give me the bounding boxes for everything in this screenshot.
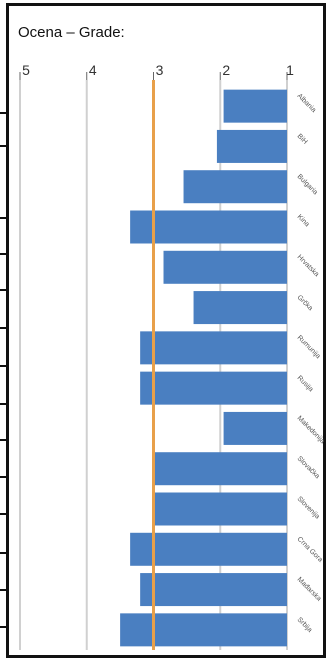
tick-labels: 5 4 3 2 1: [22, 62, 294, 78]
bar: [140, 371, 287, 405]
bar: [163, 250, 287, 284]
bar: [153, 492, 287, 526]
tick-label: 4: [89, 62, 97, 78]
bar: [223, 411, 287, 445]
category-label: Slovenija: [296, 495, 321, 520]
category-label: Kina: [296, 213, 311, 228]
tick-label: 2: [222, 62, 230, 78]
tick-label: 1: [286, 62, 294, 78]
category-label: Grčka: [296, 294, 314, 312]
chart-title: Ocena – Grade:: [18, 24, 125, 41]
bar: [216, 129, 287, 163]
bar: [140, 331, 287, 365]
tick-label: 3: [156, 62, 164, 78]
category-label: BiH: [296, 133, 309, 146]
bar: [130, 210, 287, 244]
category-label: Hrvatska: [296, 254, 321, 279]
bar: [193, 291, 287, 325]
bar: [140, 573, 287, 607]
category-label: Crna Gora: [296, 536, 324, 564]
bar: [120, 613, 287, 647]
bar: [183, 170, 287, 204]
category-label: Albania: [296, 93, 318, 115]
category-label: Rusija: [296, 375, 315, 394]
edge-ticks: [0, 112, 8, 628]
bar: [223, 89, 287, 123]
category-label: Makedonija: [296, 415, 326, 445]
bar: [153, 452, 287, 486]
category-labels: Albania BiH Bulgaria Kina Hrvatska Grčka Rumun…: [296, 93, 326, 634]
bar: [130, 532, 287, 566]
category-label: Mađarska: [296, 576, 323, 603]
category-label: Slovačka: [296, 455, 321, 480]
category-label: Rumunija: [296, 334, 322, 360]
tick-label: 5: [22, 62, 30, 78]
bars: [120, 89, 287, 647]
category-label: Srbija: [296, 616, 314, 634]
category-label: Bulgaria: [296, 173, 319, 196]
